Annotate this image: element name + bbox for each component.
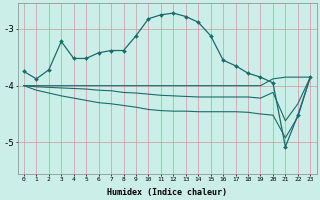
X-axis label: Humidex (Indice chaleur): Humidex (Indice chaleur) (107, 188, 227, 197)
